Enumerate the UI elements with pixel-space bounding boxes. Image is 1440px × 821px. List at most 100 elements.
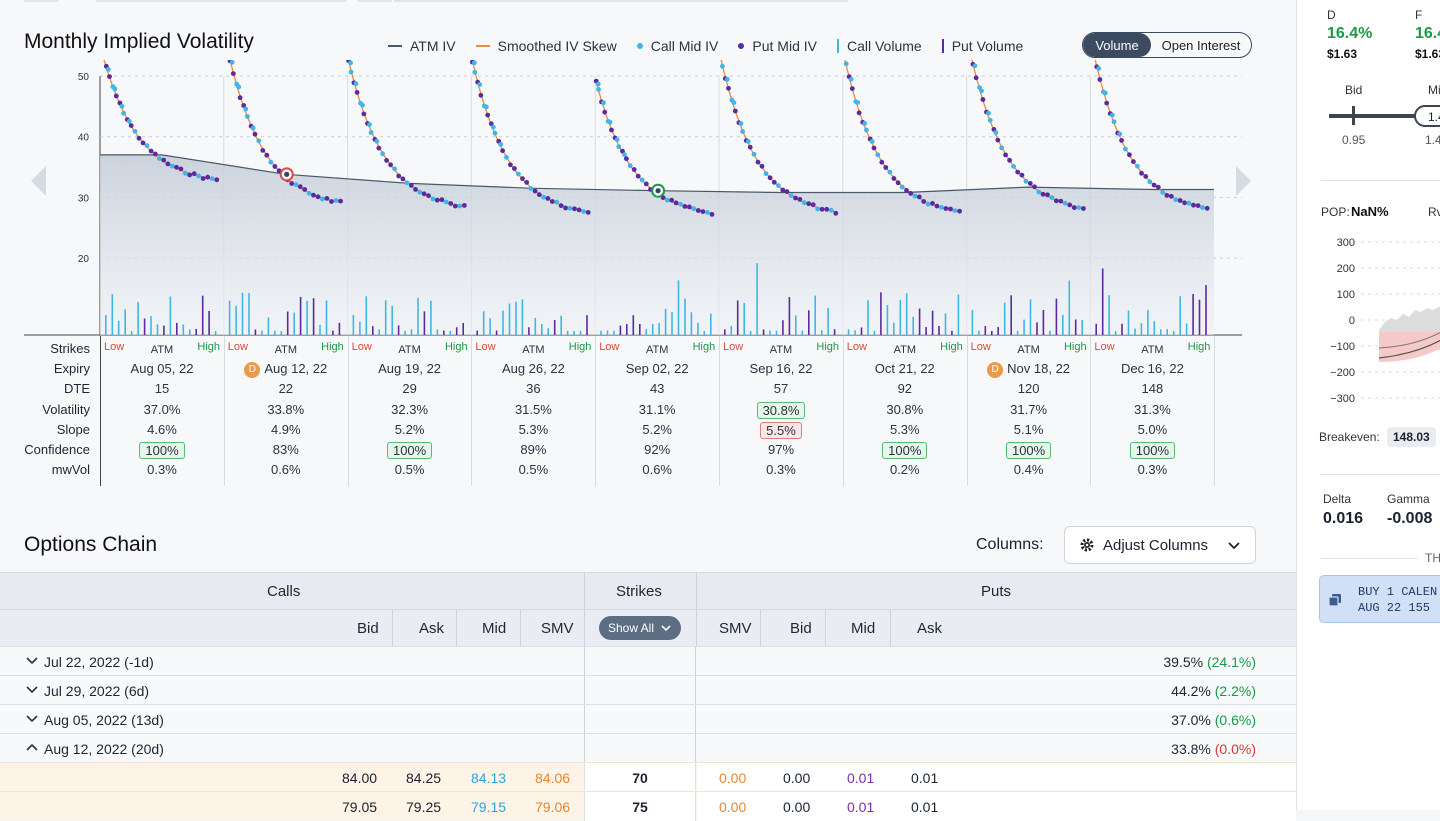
call-mid-iv-point bbox=[628, 163, 633, 168]
col-put-bid[interactable]: Bid bbox=[790, 620, 812, 637]
legend-call-mid-iv[interactable]: Call Mid IV bbox=[637, 38, 719, 54]
put-volume-bar bbox=[1056, 299, 1058, 335]
expiry-row[interactable]: Jul 22, 2022 (-1d) 39.5% (24.1%) bbox=[0, 646, 1296, 675]
call-mid-iv-point bbox=[472, 60, 477, 65]
call-volume-bar bbox=[887, 305, 889, 335]
volatility-value: 37.0% bbox=[100, 402, 224, 417]
expiry-date[interactable]: Aug 26, 22 bbox=[471, 361, 595, 376]
legend-put-volume[interactable]: Put Volume bbox=[942, 38, 1024, 54]
iv-value: 37.0% bbox=[1171, 712, 1211, 728]
put-mid-iv-point bbox=[1054, 198, 1059, 203]
price-slider-handle[interactable]: 1.4 bbox=[1414, 105, 1440, 127]
call-mid-iv-point bbox=[802, 200, 807, 205]
expiry-date[interactable]: Aug 05, 22 bbox=[100, 361, 224, 376]
put-mid-iv-point bbox=[388, 162, 393, 167]
put-mid-iv-point bbox=[1152, 183, 1157, 188]
call-mid-iv-point bbox=[691, 206, 696, 211]
col-put-smv[interactable]: SMV bbox=[719, 620, 752, 637]
mid-label: Mi bbox=[1428, 83, 1440, 97]
call-mid-iv-point bbox=[986, 111, 991, 116]
call-smv: 84.06 bbox=[535, 770, 570, 786]
put-volume-bar bbox=[443, 331, 445, 335]
highlight-chip: 30.8% bbox=[757, 402, 806, 419]
chevron-down-icon bbox=[1227, 539, 1241, 553]
call-volume-bar bbox=[261, 331, 263, 336]
call-volume-bar bbox=[509, 304, 511, 336]
table-row[interactable]: 84.00 84.25 84.13 84.06 70 0.00 0.00 0.0… bbox=[0, 762, 1296, 791]
expiry-date: Aug 05, 2022 (13d) bbox=[44, 712, 164, 728]
call-volume-bar bbox=[1004, 303, 1006, 335]
expiry-row[interactable]: Jul 29, 2022 (6d) 44.2% (2.2%) bbox=[0, 675, 1296, 704]
put-mid-iv-point bbox=[726, 86, 731, 91]
put-bid: 0.00 bbox=[783, 799, 810, 815]
expiry-date[interactable]: Aug 19, 22 bbox=[348, 361, 472, 376]
put-volume-bar bbox=[861, 328, 863, 336]
atm-iv-swatch bbox=[388, 45, 402, 47]
legend-label: Smoothed IV Skew bbox=[498, 38, 617, 54]
put-mid: 0.01 bbox=[847, 770, 874, 786]
call-volume-bar bbox=[1154, 321, 1156, 335]
col-put-mid[interactable]: Mid bbox=[851, 620, 875, 637]
call-volume-bar bbox=[274, 331, 276, 335]
highlight-chip: 100% bbox=[1130, 442, 1175, 459]
call-volume-bar bbox=[319, 325, 321, 335]
call-volume-bar bbox=[248, 293, 250, 335]
legend-smoothed-skew[interactable]: Smoothed IV Skew bbox=[476, 38, 617, 54]
call-mid-iv-point bbox=[913, 194, 918, 199]
col-put-ask[interactable]: Ask bbox=[917, 620, 942, 637]
th-label: TH bbox=[1425, 551, 1440, 565]
call-volume-bar bbox=[417, 298, 419, 335]
toggle-open-interest[interactable]: Open Interest bbox=[1151, 33, 1251, 57]
put-volume-bar bbox=[1205, 285, 1207, 335]
col-call-bid[interactable]: Bid bbox=[357, 620, 379, 637]
call-mid-iv-point bbox=[183, 171, 188, 176]
put-mid-iv-point bbox=[316, 194, 321, 199]
toggle-volume[interactable]: Volume bbox=[1083, 33, 1151, 57]
put-mid-iv-point bbox=[879, 160, 884, 165]
expiry-row-open[interactable]: Aug 12, 2022 (20d) 33.8% (0.0%) bbox=[0, 733, 1296, 762]
put-volume-bar bbox=[332, 331, 334, 335]
expiry-date[interactable]: Oct 21, 22 bbox=[843, 361, 967, 376]
copy-icon[interactable] bbox=[1328, 593, 1342, 607]
call-mid-iv-point bbox=[900, 185, 905, 190]
low-label: Low bbox=[228, 341, 248, 353]
call-volume-bar bbox=[150, 316, 152, 335]
legend-put-mid-iv[interactable]: Put Mid IV bbox=[738, 38, 817, 54]
divider bbox=[1321, 474, 1440, 475]
highlight-chip: 100% bbox=[139, 442, 184, 459]
adjust-columns-dropdown[interactable]: Adjust Columns bbox=[1064, 526, 1256, 564]
call-volume-bar bbox=[535, 318, 537, 335]
high-label: High bbox=[816, 341, 839, 353]
call-mid-iv-point bbox=[1024, 179, 1029, 184]
table-row[interactable]: 79.05 79.25 79.15 79.06 75 0.00 0.00 0.0… bbox=[0, 791, 1296, 820]
put-mid-iv-point bbox=[205, 175, 210, 180]
call-volume-bar bbox=[215, 331, 217, 335]
expiry-date[interactable]: Sep 02, 22 bbox=[595, 361, 719, 376]
expiry-row[interactable]: Aug 05, 2022 (13d) 37.0% (0.6%) bbox=[0, 704, 1296, 733]
expiry-date[interactable]: Dec 16, 22 bbox=[1090, 361, 1214, 376]
call-mid-iv-point bbox=[829, 208, 834, 213]
call-volume-bar bbox=[769, 331, 771, 335]
call-mid-iv-point bbox=[1135, 164, 1140, 169]
show-all-dropdown[interactable]: Show All bbox=[599, 616, 681, 640]
col-call-smv[interactable]: SMV bbox=[541, 620, 574, 637]
volatility-value: 32.3% bbox=[348, 402, 472, 417]
legend-atm-iv[interactable]: ATM IV bbox=[388, 38, 456, 54]
call-volume-bar bbox=[268, 318, 270, 336]
volume-oi-toggle[interactable]: Volume Open Interest bbox=[1082, 32, 1252, 58]
put-mid-iv-point bbox=[850, 86, 855, 91]
order-summary[interactable]: BUY 1 CALEN AUG 22 155 bbox=[1319, 575, 1440, 623]
col-call-mid[interactable]: Mid bbox=[482, 620, 506, 637]
mwvol-value: 0.3% bbox=[719, 462, 843, 477]
call-mid-iv-point bbox=[568, 206, 573, 211]
low-label: Low bbox=[475, 341, 495, 353]
col-call-ask[interactable]: Ask bbox=[419, 620, 444, 637]
confidence-value: 97% bbox=[719, 442, 843, 457]
legend-call-volume[interactable]: Call Volume bbox=[837, 38, 922, 54]
expiry-date[interactable]: Sep 16, 22 bbox=[719, 361, 843, 376]
put-mid-iv-point bbox=[311, 193, 316, 198]
call-volume-bar bbox=[189, 329, 191, 335]
